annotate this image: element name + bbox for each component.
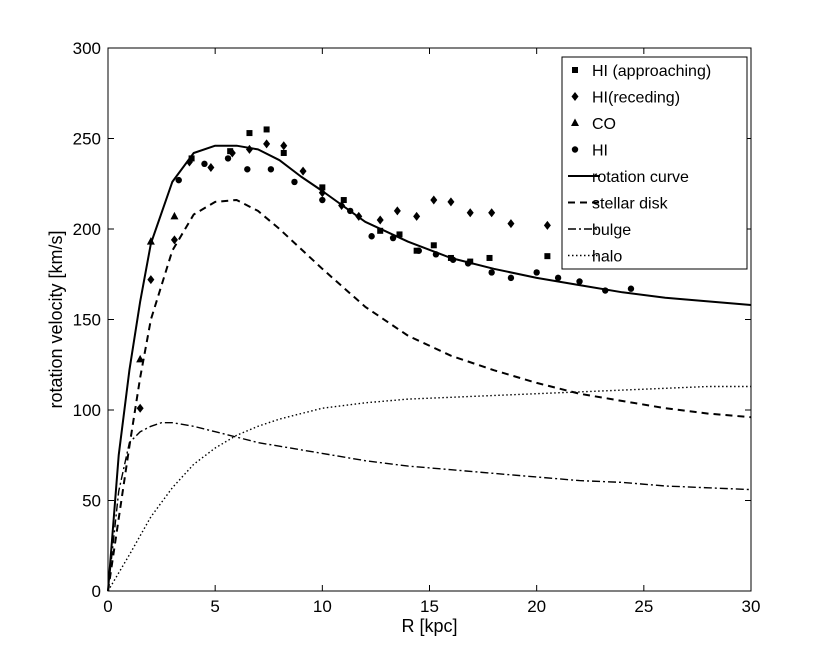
hi-receding-point xyxy=(466,208,474,218)
legend-box xyxy=(561,56,748,270)
legend-stellar-disk-label: stellar disk xyxy=(592,196,669,213)
hi-receding-point xyxy=(147,275,155,285)
legend-hi-label: HI xyxy=(592,143,608,160)
hi-approaching-point xyxy=(340,197,347,204)
hi-receding-point xyxy=(280,141,288,151)
hi-receding-point xyxy=(355,211,363,221)
hi-approaching-point xyxy=(319,184,326,191)
co-point xyxy=(170,211,179,220)
legend-hi-receding-swatch xyxy=(571,92,579,101)
hi-point xyxy=(533,269,540,276)
hi-point xyxy=(449,256,457,263)
hi-point xyxy=(319,196,326,204)
legend-halo-label: halo xyxy=(592,249,622,266)
hi-receding-point xyxy=(543,220,551,230)
hi-approaching-point xyxy=(227,148,234,155)
y-tick-label: 250 xyxy=(73,130,101,149)
hi-receding-point xyxy=(338,200,346,210)
stellar-disk-line xyxy=(107,199,752,592)
x-tick-label: 0 xyxy=(103,597,112,616)
hi-receding-point xyxy=(170,235,178,245)
hi-approaching-point xyxy=(188,155,195,162)
y-tick-label: 50 xyxy=(82,492,101,511)
hi-point xyxy=(627,285,635,292)
hi-point xyxy=(175,176,182,184)
hi-receding-point xyxy=(228,148,236,158)
hi-approaching-point xyxy=(486,254,493,261)
hi-receding-point xyxy=(299,166,307,176)
y-axis-label: rotation velocity [km/s] xyxy=(46,230,66,408)
hi-point xyxy=(507,274,515,282)
x-tick-label: 10 xyxy=(313,597,332,616)
legend-hi-approaching-label: HI (approaching) xyxy=(592,63,711,80)
hi-receding-point xyxy=(136,403,144,413)
hi-receding-point xyxy=(185,157,193,167)
hi-point xyxy=(464,260,472,267)
legend-co-swatch xyxy=(571,118,579,126)
co-point xyxy=(136,354,145,363)
hi-receding-point xyxy=(207,162,215,172)
hi-receding-point xyxy=(413,211,421,221)
y-axis-ticks: 0 50 100 150 200 250 300 xyxy=(73,39,751,601)
hi-point xyxy=(244,166,251,173)
hi-receding-point xyxy=(488,208,496,218)
hi-approaching-point xyxy=(430,242,437,249)
hi-point xyxy=(224,155,232,162)
legend: HI (approaching) HI(receding) CO HI rotation… xyxy=(561,56,748,270)
x-tick-label: 20 xyxy=(527,597,546,616)
hi-approaching-point xyxy=(396,231,403,238)
hi-approaching-point xyxy=(263,126,270,133)
y-tick-label: 300 xyxy=(73,39,101,58)
legend-hi-receding-label: HI(receding) xyxy=(592,90,680,107)
hi-receding-point xyxy=(430,195,438,205)
hi-point xyxy=(201,160,208,168)
hi-point xyxy=(389,234,397,242)
hi-point xyxy=(346,207,354,215)
hi-receding-point xyxy=(447,197,455,207)
hi-point xyxy=(488,269,495,276)
hi-point xyxy=(368,233,375,240)
model-curves xyxy=(107,144,752,592)
hi-approaching-point xyxy=(377,227,384,234)
hi-receding-point xyxy=(507,219,515,229)
y-tick-label: 200 xyxy=(73,220,101,239)
co-point xyxy=(146,237,155,245)
hi-point xyxy=(432,251,440,258)
hi-point xyxy=(554,274,562,282)
observed-points xyxy=(136,126,635,413)
hi-point xyxy=(415,247,422,254)
legend-hi-approaching-swatch xyxy=(572,67,578,73)
hi-point xyxy=(602,287,609,294)
legend-hi-swatch xyxy=(571,146,579,153)
x-tick-label: 15 xyxy=(420,597,439,616)
hi-approaching-point xyxy=(246,130,253,137)
x-tick-label: 25 xyxy=(634,597,653,616)
x-tick-label: 5 xyxy=(210,597,219,616)
x-axis-ticks: 0 5 10 15 20 25 30 xyxy=(103,48,760,616)
hi-approaching-point xyxy=(280,149,287,156)
legend-rotation-curve-label: rotation curve xyxy=(592,169,689,186)
legend-co-label: CO xyxy=(592,116,616,133)
hi-receding-point xyxy=(393,206,401,216)
hi-point xyxy=(291,178,298,186)
hi-receding-point xyxy=(245,144,253,154)
y-tick-label: 0 xyxy=(92,582,101,601)
hi-receding-point xyxy=(318,188,326,198)
hi-receding-point xyxy=(376,215,384,225)
rotation-curve-line xyxy=(107,144,752,592)
hi-point xyxy=(576,278,583,285)
hi-receding-point xyxy=(263,139,271,149)
y-tick-label: 150 xyxy=(73,311,101,330)
x-axis-label: R [kpc] xyxy=(401,616,457,636)
hi-approaching-point xyxy=(544,253,551,260)
y-tick-label: 100 xyxy=(73,401,101,420)
legend-bulge-label: bulge xyxy=(592,222,631,239)
hi-point xyxy=(267,166,275,173)
bulge-line xyxy=(107,422,752,592)
x-tick-label: 30 xyxy=(742,597,761,616)
